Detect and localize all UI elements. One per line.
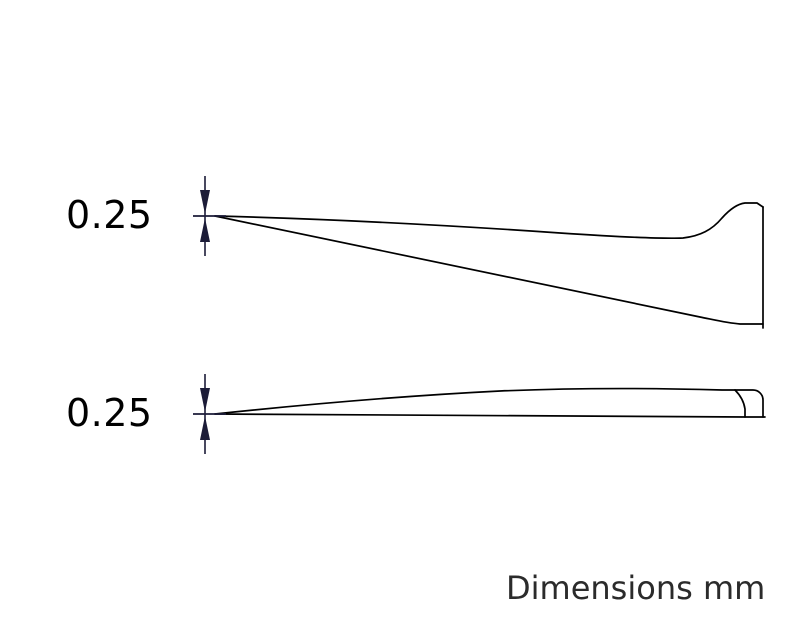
dimension-value-top: 0.25 xyxy=(66,193,153,237)
units-caption: Dimensions mm xyxy=(506,569,766,607)
dimension-arrowhead-top-lower xyxy=(200,218,210,242)
tweezer-tip-top-view xyxy=(214,202,764,329)
side-view-lower-edge xyxy=(214,413,766,418)
dimension-callout-bottom xyxy=(193,374,226,454)
dimension-arrowhead-bottom-lower xyxy=(200,416,210,440)
side-view-end-cap xyxy=(734,389,764,418)
dimension-arrowhead-top-upper xyxy=(200,190,210,214)
dimension-callout-top xyxy=(193,176,226,256)
dimension-arrowhead-bottom-upper xyxy=(200,388,210,412)
dimension-value-bottom: 0.25 xyxy=(66,391,153,435)
side-view-corner-radius xyxy=(734,389,746,418)
side-view-upper-edge xyxy=(214,387,736,415)
tweezer-tip-side-view xyxy=(214,387,766,418)
top-view-lower-edge xyxy=(214,215,764,325)
top-view-upper-edge xyxy=(214,202,764,240)
